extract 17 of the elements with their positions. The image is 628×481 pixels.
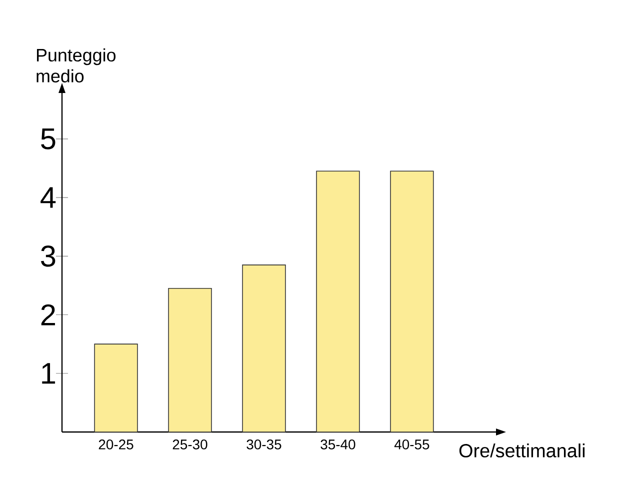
x-tick-label: 40-55 [394, 440, 430, 450]
bar [390, 170, 434, 432]
x-tick-label: 25-30 [172, 440, 208, 450]
bar [94, 344, 138, 432]
y-tick-label: 3 [41, 246, 56, 267]
bar [168, 288, 212, 432]
y-tick-label: 1 [42, 363, 56, 384]
x-tick-label: 35-40 [320, 440, 356, 450]
x-tick-label: 30-35 [246, 440, 282, 450]
bar [316, 170, 360, 432]
bar [242, 264, 286, 432]
y-tick-label: 2 [41, 304, 55, 326]
x-axis-title: Ore/settimanali [459, 444, 585, 458]
y-tick-label: 5 [41, 128, 56, 150]
x-tick-label: 20-25 [98, 440, 134, 450]
y-tick-label: 4 [40, 187, 56, 208]
y-axis-title: Punteggio medio [36, 48, 116, 82]
